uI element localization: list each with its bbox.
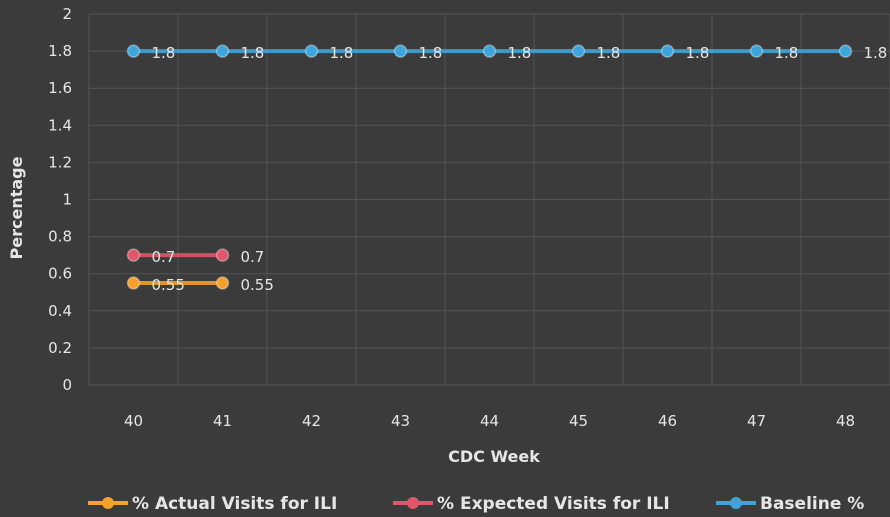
y-tick-label: 1.8 <box>48 42 72 60</box>
y-tick-label: 0.8 <box>48 228 72 246</box>
legend-marker <box>102 497 114 509</box>
y-tick-label: 0 <box>62 376 72 394</box>
y-tick-label: 0.2 <box>48 339 72 357</box>
x-axis-ticks: 40 41 42 43 44 45 46 47 48 <box>124 412 855 430</box>
data-label: 1.8 <box>241 44 265 62</box>
y-tick-label: 0.4 <box>48 302 72 320</box>
x-axis-title: CDC Week <box>448 447 540 466</box>
legend-marker <box>730 497 742 509</box>
data-point <box>304 44 319 58</box>
y-tick-label: 1.2 <box>48 153 72 171</box>
legend-label: Baseline % <box>760 494 864 514</box>
data-point <box>482 44 497 58</box>
data-label: 0.55 <box>241 276 274 294</box>
legend-item: % Actual Visits for ILI <box>88 494 337 514</box>
series-0: 0.55 0.55 <box>126 276 274 294</box>
data-point <box>571 44 586 58</box>
data-label: 0.7 <box>241 248 265 266</box>
x-tick-label: 41 <box>213 412 232 430</box>
y-tick-label: 1.6 <box>48 79 72 97</box>
data-label: 0.55 <box>152 276 185 294</box>
data-point <box>749 44 764 58</box>
legend-label: % Actual Visits for ILI <box>132 494 337 514</box>
series-layer: 0.55 0.550.7 0.71.8 1.8 1.8 1.8 1.8 1.8 1.8 1.8 1.… <box>126 44 888 294</box>
x-tick-label: 40 <box>124 412 143 430</box>
data-point <box>838 44 853 58</box>
series-1: 0.7 0.7 <box>126 248 265 266</box>
data-point <box>215 248 230 262</box>
x-tick-label: 47 <box>747 412 766 430</box>
y-tick-label: 1.4 <box>48 116 72 134</box>
x-tick-label: 42 <box>302 412 321 430</box>
gridlines <box>88 13 890 386</box>
x-tick-label: 43 <box>391 412 410 430</box>
data-label: 1.8 <box>508 44 532 62</box>
data-label: 1.8 <box>152 44 176 62</box>
y-axis-ticks: 0 0.2 0.4 0.6 0.8 1 1.2 1.4 1.6 1.8 2 <box>48 5 72 394</box>
data-point <box>215 276 230 290</box>
legend-marker <box>407 497 419 509</box>
data-point <box>393 44 408 58</box>
data-label: 1.8 <box>597 44 621 62</box>
legend-item: % Expected Visits for ILI <box>393 494 670 514</box>
data-label: 1.8 <box>775 44 799 62</box>
x-tick-label: 45 <box>569 412 588 430</box>
x-tick-label: 44 <box>480 412 499 430</box>
legend-item: Baseline % <box>716 494 864 514</box>
data-point <box>126 276 141 290</box>
y-tick-label: 0.6 <box>48 265 72 283</box>
y-axis-title: Percentage <box>7 156 26 259</box>
data-label: 1.8 <box>686 44 710 62</box>
legend: % Actual Visits for ILI % Expected Visits… <box>88 494 864 514</box>
x-tick-label: 48 <box>836 412 855 430</box>
data-point <box>126 44 141 58</box>
y-tick-label: 1 <box>62 191 72 209</box>
series-2: 1.8 1.8 1.8 1.8 1.8 1.8 1.8 1.8 1.8 <box>126 44 888 62</box>
data-label: 1.8 <box>864 44 888 62</box>
legend-label: % Expected Visits for ILI <box>437 494 670 514</box>
x-tick-label: 46 <box>658 412 677 430</box>
y-tick-label: 2 <box>62 5 72 23</box>
data-point <box>126 248 141 262</box>
data-label: 0.7 <box>152 248 176 266</box>
data-point <box>660 44 675 58</box>
data-label: 1.8 <box>330 44 354 62</box>
data-label: 1.8 <box>419 44 443 62</box>
data-point <box>215 44 230 58</box>
